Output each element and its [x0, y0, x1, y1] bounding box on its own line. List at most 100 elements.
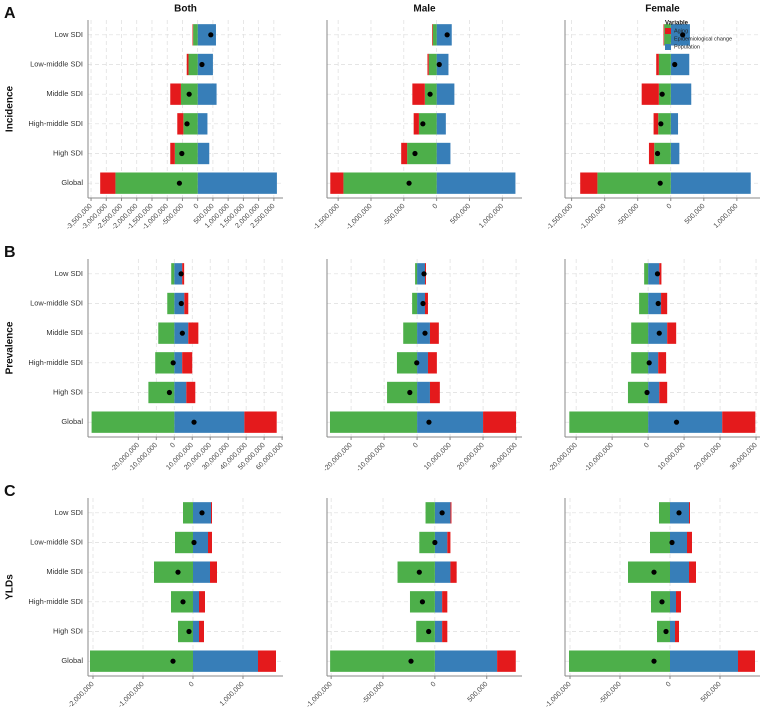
- bar-segment: [90, 650, 193, 672]
- bar-segment: [419, 531, 435, 554]
- bar-segment: [450, 502, 452, 524]
- bar-segment: [418, 113, 437, 135]
- bar-segment: [675, 620, 679, 643]
- column-title: Male: [413, 4, 436, 15]
- bar-segment: [174, 142, 198, 165]
- x-tick-label: -1,000,000: [345, 203, 374, 232]
- net-change-dot: [414, 360, 420, 366]
- bar-segment: [91, 411, 175, 433]
- x-tick-label: -1,500,000: [546, 203, 575, 232]
- bar-segment: [670, 113, 679, 135]
- bar-segment: [184, 292, 189, 315]
- x-tick-label: -500,000: [616, 203, 641, 228]
- category-label: Middle SDI: [46, 328, 83, 337]
- bar-segment: [197, 53, 213, 76]
- net-change-dot: [180, 599, 186, 605]
- net-change-dot: [406, 180, 412, 186]
- bar-segment: [436, 83, 455, 105]
- bar-segment: [412, 292, 418, 315]
- bar-segment: [628, 561, 670, 583]
- bar-segment: [407, 142, 437, 165]
- bar-segment: [186, 53, 189, 76]
- bar-segment: [158, 322, 175, 344]
- x-tick-label: 0: [432, 203, 440, 211]
- bar-segment: [193, 24, 198, 46]
- bar-segment: [429, 322, 439, 344]
- bar-segment: [397, 561, 435, 583]
- x-tick-label: -20,000,000: [322, 442, 353, 473]
- bar-segment: [670, 83, 692, 105]
- bar-segment: [427, 352, 437, 374]
- bar-segment: [186, 381, 196, 404]
- legend-label: Population: [674, 44, 700, 50]
- bar-segment: [670, 650, 738, 672]
- bar-segment: [416, 620, 435, 643]
- bar-segment: [199, 620, 204, 643]
- net-change-dot: [659, 91, 665, 97]
- category-label: High SDI: [53, 626, 83, 635]
- bar-segment: [178, 620, 193, 643]
- bar-segment: [436, 142, 451, 165]
- bar-segment: [174, 263, 183, 285]
- net-change-dot: [178, 300, 184, 307]
- bar-segment: [415, 263, 418, 285]
- x-tick-label: -1,000,000: [579, 203, 608, 232]
- bar-segment: [648, 263, 660, 285]
- bar-segment: [580, 172, 598, 194]
- row-label: Incidence: [5, 86, 16, 133]
- bar-segment: [434, 650, 498, 672]
- category-label: Low SDI: [55, 508, 83, 517]
- net-change-dot: [170, 360, 176, 366]
- bar-segment: [208, 531, 212, 554]
- bar-segment: [664, 24, 671, 46]
- net-change-dot: [419, 599, 426, 605]
- net-change-dot: [651, 569, 657, 575]
- legend-swatch: [665, 36, 671, 42]
- bar-segment: [689, 502, 690, 524]
- bar-segment: [183, 113, 198, 135]
- bar-segment: [192, 24, 194, 46]
- bar-segment: [193, 650, 258, 672]
- bar-segment: [199, 591, 205, 613]
- bar-segment: [434, 561, 451, 583]
- bar-segment: [434, 531, 448, 554]
- bar-segment: [417, 263, 425, 285]
- x-tick-label: 0: [430, 681, 438, 689]
- bar-segment: [417, 381, 430, 404]
- x-tick-label: -10,000,000: [355, 442, 386, 473]
- net-change-dot: [673, 419, 680, 425]
- column-title: Both: [174, 4, 197, 15]
- bar-segment: [197, 113, 208, 135]
- x-tick-label: 10,000,000: [423, 442, 453, 472]
- bar-segment: [436, 113, 446, 135]
- bar-segment: [497, 650, 516, 672]
- bar-segment: [174, 381, 187, 404]
- bar-segment: [174, 352, 183, 374]
- bar-segment: [447, 531, 451, 554]
- legend-label: Aging: [674, 28, 688, 34]
- bar-segment: [193, 591, 199, 613]
- bar-segment: [653, 113, 659, 135]
- bar-segment: [658, 352, 667, 374]
- net-change-dot: [680, 32, 686, 38]
- category-label: High-middle SDI: [28, 358, 83, 367]
- net-change-dot: [444, 32, 450, 38]
- bar-segment: [412, 83, 425, 105]
- bar-segment: [329, 411, 418, 433]
- net-change-dot: [175, 569, 181, 575]
- net-change-dot: [658, 121, 664, 127]
- bar-segment: [193, 531, 208, 554]
- bar-segment: [569, 411, 649, 433]
- net-change-dot: [184, 121, 190, 127]
- row-label: Prevalence: [5, 321, 16, 374]
- bar-segment: [661, 292, 668, 315]
- bar-segment: [670, 561, 689, 583]
- net-change-dot: [655, 300, 661, 307]
- bar-segment: [656, 53, 659, 76]
- bar-segment: [722, 411, 756, 433]
- bar-segment: [115, 172, 198, 194]
- bar-segment: [670, 620, 675, 643]
- net-change-dot: [676, 510, 682, 516]
- bar-segment: [569, 650, 670, 672]
